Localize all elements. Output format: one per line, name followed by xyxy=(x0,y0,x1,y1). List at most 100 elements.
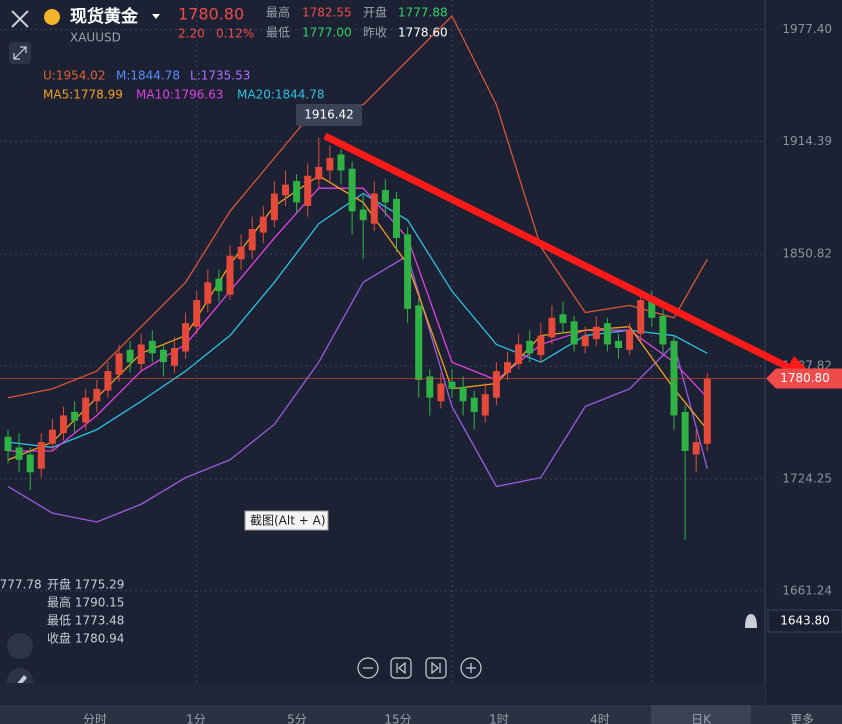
candle-body xyxy=(348,168,356,212)
date-bar xyxy=(0,683,765,703)
indicator-line xyxy=(7,254,708,523)
candle-body xyxy=(615,340,622,348)
tool-btn[interactable] xyxy=(7,633,33,659)
candle-body xyxy=(193,300,201,327)
tab[interactable]: 分时 xyxy=(83,713,107,724)
candle-body xyxy=(515,344,523,364)
candle-body xyxy=(448,381,456,389)
bell[interactable] xyxy=(745,614,757,630)
candle-body xyxy=(60,415,67,434)
close-btn[interactable] xyxy=(11,10,29,28)
alert-price: 1643.80 xyxy=(780,614,830,628)
candle-body xyxy=(581,335,589,347)
y-tick-label: 1977.40 xyxy=(782,22,832,36)
tab-active xyxy=(651,705,751,724)
candle-body xyxy=(559,314,567,324)
indicator: U:1954.02 xyxy=(43,69,105,83)
candle-body xyxy=(481,394,489,416)
tab[interactable]: 1分 xyxy=(186,713,206,724)
tooltip-box xyxy=(244,510,329,531)
value: 1782.55 xyxy=(302,6,352,20)
indicator-line xyxy=(8,187,708,452)
max-label: 1916.42 xyxy=(304,108,354,122)
tab[interactable]: 15分 xyxy=(384,713,411,724)
label: 最高 xyxy=(266,5,290,20)
y-tick-label: 1914.39 xyxy=(782,134,832,148)
candle-body xyxy=(603,323,611,345)
candle-body xyxy=(226,255,234,295)
candle-body xyxy=(692,442,700,455)
candle-body xyxy=(126,349,134,363)
value: 1777.00 xyxy=(302,26,352,40)
candle-body xyxy=(659,316,667,345)
candle-body xyxy=(115,353,123,375)
indicator-line xyxy=(7,14,708,399)
tab[interactable]: 5分 xyxy=(287,713,307,724)
candle-body xyxy=(315,166,323,180)
candle-body xyxy=(148,340,156,354)
alert-box xyxy=(767,609,842,633)
candle-body xyxy=(259,216,267,233)
expand-icon xyxy=(13,46,27,60)
indicator: MA20:1844.78 xyxy=(237,88,325,102)
candle-body xyxy=(470,397,478,412)
candle-body xyxy=(159,349,167,363)
candle-body xyxy=(282,184,289,196)
candle-body xyxy=(548,317,556,338)
price: 1780.80 xyxy=(178,5,244,24)
candle-body xyxy=(393,198,400,238)
tabs: 分时 1分 5分 15分 1时 4时 日K 更多 xyxy=(83,705,814,724)
next[interactable] xyxy=(425,657,447,679)
y-tick-label: 1661.24 xyxy=(782,583,832,597)
indicator: MA5:1778.99 xyxy=(43,88,123,102)
tooltip: 截图(Alt + A) xyxy=(250,514,326,528)
candle-body xyxy=(304,175,312,206)
candle-body xyxy=(4,436,12,451)
indicator-line xyxy=(7,192,708,449)
candle-body xyxy=(171,347,178,366)
symbol-code: XAUUSD xyxy=(70,31,121,45)
symbol-name[interactable]: 现货黄金 xyxy=(70,6,139,27)
candle-body xyxy=(681,411,689,451)
y-tick-label: 1850.82 xyxy=(782,247,832,261)
price-tag-label: 1780.80 xyxy=(780,371,830,385)
candle-body xyxy=(204,282,212,304)
candle-body xyxy=(426,376,434,398)
candle-body xyxy=(237,246,245,260)
zoom-out[interactable] xyxy=(357,657,379,679)
dropdown[interactable] xyxy=(152,14,160,19)
candle-body xyxy=(37,442,45,469)
tab[interactable]: 日K xyxy=(691,713,712,724)
candle-body xyxy=(492,371,500,398)
candle-body xyxy=(437,383,445,402)
candle-body xyxy=(215,278,223,292)
prev[interactable] xyxy=(390,657,412,679)
candle-body xyxy=(415,305,423,380)
candle-body xyxy=(504,362,511,373)
candle-body xyxy=(248,229,256,251)
candle-body xyxy=(270,193,278,221)
label: 最低 xyxy=(266,26,290,40)
label: 开盘 xyxy=(363,5,387,20)
tab[interactable]: 更多 xyxy=(790,713,814,724)
candle-body xyxy=(71,411,79,421)
indicator: MA10:1796.63 xyxy=(136,88,224,102)
candle-body xyxy=(337,154,345,171)
info: 最高 1790.15 xyxy=(47,595,124,610)
zoom-in[interactable] xyxy=(460,657,482,679)
trend-arrow xyxy=(323,132,792,372)
candle-body xyxy=(48,429,56,444)
tab[interactable]: 4时 xyxy=(590,713,610,724)
candle-body xyxy=(104,371,112,391)
candle-body xyxy=(82,397,90,423)
candle-body xyxy=(537,335,545,356)
candle-body xyxy=(326,158,334,171)
tab[interactable]: 1时 xyxy=(489,713,509,724)
candle-body xyxy=(359,209,367,221)
value: 1778.60 xyxy=(398,26,448,40)
price-tag xyxy=(766,368,842,389)
candle-body xyxy=(15,447,23,460)
gold-icon xyxy=(44,9,60,25)
info: 1777.78 xyxy=(0,578,42,592)
